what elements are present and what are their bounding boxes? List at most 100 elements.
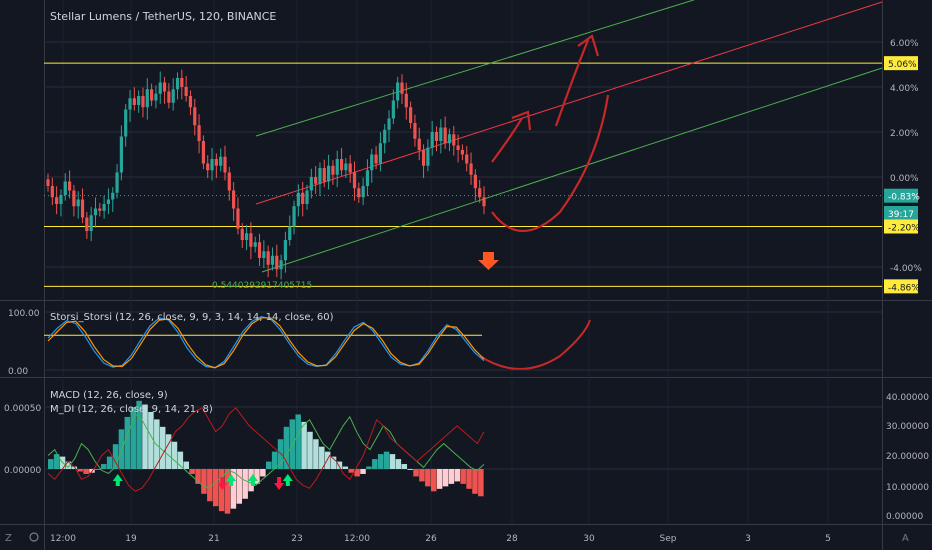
candle-body: [219, 156, 223, 166]
macd-histogram-bar: [472, 469, 478, 494]
candle-body: [67, 181, 72, 191]
macd-right-tick-label: 20.00000: [886, 452, 929, 462]
channel-middle-red: [255, 1, 883, 205]
x-tick-label: 30: [583, 534, 595, 544]
candle-body: [452, 134, 456, 146]
macd-histogram-bar: [313, 439, 319, 469]
storsi-tick-label: 0.00: [8, 367, 28, 377]
macd-histogram-bar: [342, 466, 349, 469]
macd-histogram-bar: [148, 411, 154, 469]
candle-body: [266, 251, 270, 265]
macd-histogram-bar: [372, 459, 378, 469]
macd-histogram-bar: [230, 469, 237, 509]
macd-histogram-bar: [77, 469, 83, 472]
gear-icon[interactable]: [29, 532, 39, 542]
macd-histogram-bar: [266, 461, 272, 469]
candle-body: [409, 107, 413, 123]
candle-body: [339, 159, 344, 171]
candle-body: [223, 156, 227, 173]
candle-body: [404, 93, 408, 108]
di-line: [47, 407, 485, 492]
candle-body: [456, 145, 460, 150]
candle-body: [102, 204, 106, 211]
candle-body: [370, 154, 374, 171]
candle-body: [244, 233, 249, 240]
trend-channels: [255, 0, 883, 273]
macd-histogram-bar: [401, 464, 408, 469]
macd-right-tick-label: 0.00000: [886, 512, 923, 522]
macd-histogram-bar: [165, 434, 172, 469]
price-badge-label: 39:17: [888, 210, 914, 220]
price-badge-label: -0.83%: [888, 193, 920, 203]
y-tick-label: 0.00%: [890, 174, 919, 184]
macd-histogram-bar: [71, 466, 78, 469]
macd-histogram-bar: [460, 469, 466, 484]
projection-curve-storsi: [479, 319, 591, 370]
projection-arrow-up-2: [554, 39, 590, 127]
storsi-series-line: [47, 317, 485, 369]
price-badge: [884, 219, 918, 234]
candle-body: [257, 242, 262, 258]
candle-body: [283, 240, 288, 261]
candle-body: [413, 123, 417, 139]
macd-histogram-bar: [478, 469, 484, 497]
candle-body: [210, 159, 214, 171]
buy-signal-marker: [226, 474, 237, 486]
auto-scale-icon[interactable]: A: [902, 533, 909, 544]
candle-body: [193, 107, 197, 126]
macd-histogram-bar: [224, 469, 231, 514]
sell-signal-marker: [217, 477, 228, 490]
candle-body: [469, 163, 473, 175]
candle-body: [150, 89, 154, 101]
candle-body: [232, 190, 236, 209]
price-badge-label: -4.86%: [888, 283, 920, 293]
macd-histogram-bar: [319, 446, 325, 469]
macd-right-tick-label: 40.00000: [886, 393, 929, 403]
macd-histogram-bar: [254, 469, 260, 484]
macd-histogram-bar: [177, 451, 184, 469]
macd-histogram-bar: [395, 459, 402, 469]
macd-title: MACD (12, 26, close, 9): [50, 390, 168, 401]
price-axis: 6.00% 4.00% 2.00% 0.00% -4.00%: [890, 39, 922, 274]
candle-body: [292, 206, 296, 227]
y-tick-label: 4.00%: [890, 84, 919, 94]
candle-body: [93, 208, 98, 216]
price-badge: [884, 279, 918, 294]
candle-body: [396, 82, 400, 101]
x-tick-label: 12:00: [344, 534, 370, 544]
macd-histogram-bar: [283, 426, 290, 469]
candle-body: [137, 96, 141, 105]
candle-body: [167, 91, 171, 103]
candle-body: [201, 141, 206, 164]
macd-histogram-bar: [171, 441, 178, 469]
macd-histogram-bar: [201, 469, 207, 494]
macd-histogram-bar: [65, 461, 72, 469]
timezone-icon[interactable]: Z: [5, 533, 12, 544]
candle-body: [76, 199, 80, 207]
candle-body: [348, 163, 352, 173]
candle-body: [279, 260, 283, 270]
candle-body: [227, 172, 231, 191]
candle-body: [473, 174, 477, 189]
candle-body: [262, 251, 266, 258]
macd-histogram-bar: [454, 469, 461, 482]
macd-histogram-bar: [212, 469, 219, 507]
macd-histogram-bar: [448, 469, 455, 484]
candle-body: [434, 132, 439, 141]
candle-body: [158, 82, 162, 94]
macd-histogram-bar: [236, 469, 243, 504]
candle-body: [184, 87, 188, 96]
candle-body: [175, 78, 180, 90]
macd-histogram-bar: [436, 469, 443, 489]
storsi-series-line: [47, 315, 485, 369]
candle-body: [391, 100, 395, 119]
candle-body: [132, 98, 136, 105]
candle-body: [128, 98, 132, 110]
candle-body: [326, 165, 331, 182]
candle-body: [141, 96, 145, 108]
projection-arrowhead-2: [577, 34, 600, 57]
buy-signal-marker: [247, 474, 258, 486]
macd-histogram-bar: [101, 464, 107, 469]
price-badge-label: 5.06%: [888, 60, 917, 70]
macd-histogram-bar: [389, 454, 396, 469]
